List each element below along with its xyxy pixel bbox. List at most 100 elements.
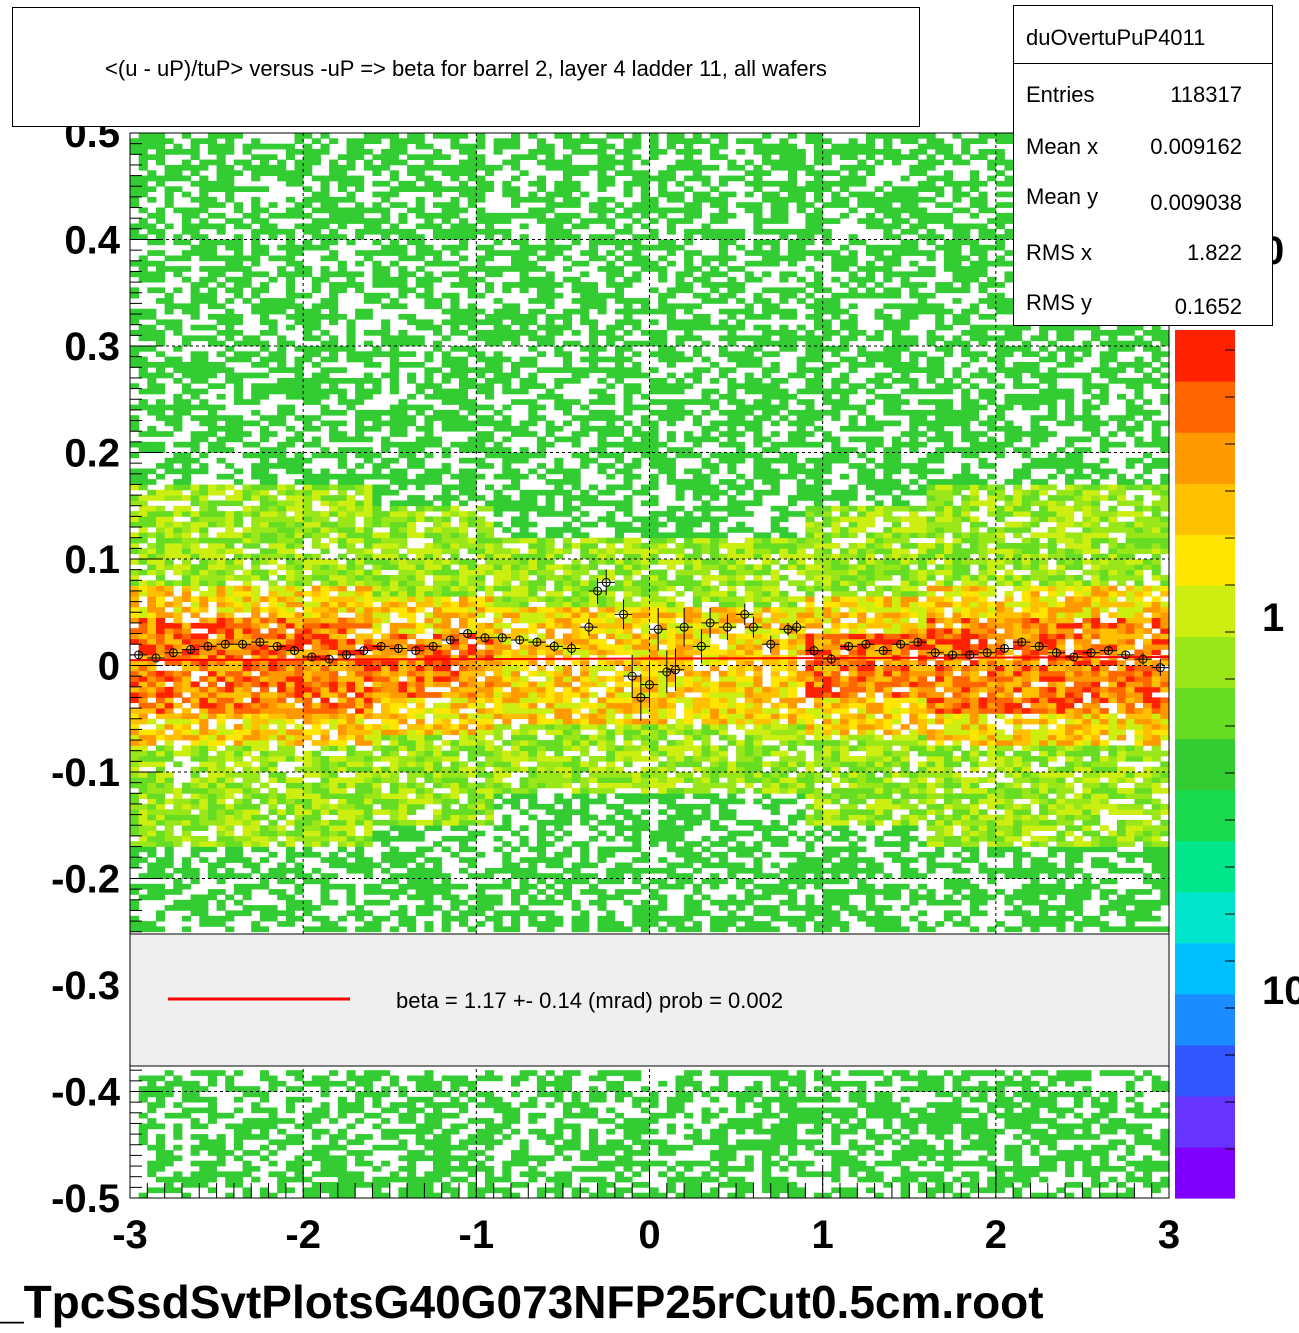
heat-cell [554,1187,564,1194]
heat-cell [692,841,702,847]
heat-cell [294,873,304,879]
heat-cell [770,734,780,741]
heat-cell [355,846,365,853]
heat-cell [831,724,841,730]
heat-cell [415,729,425,736]
heat-cell [640,1123,650,1130]
heat-cell [770,1128,780,1135]
heat-cell [770,1080,780,1087]
heat-cell [614,1096,624,1103]
heat-cell [814,921,824,927]
heat-cell [727,873,737,879]
heat-cell [831,1086,841,1092]
heat-cell [164,830,174,837]
heat-cell [796,878,806,885]
heat-cell [779,1166,789,1172]
heat-cell [710,1150,720,1156]
heat-cell [874,745,884,752]
heat-cell [268,729,278,736]
heat-cell [727,899,737,906]
heat-cell [320,830,330,837]
heat-cell [285,1070,295,1076]
heat-cell [883,883,893,890]
heat-cell [1004,867,1014,874]
heat-cell [614,718,624,725]
heat-cell [441,766,451,773]
heat-cell [1151,713,1161,720]
heat-cell [493,766,503,773]
heat-cell [943,910,953,917]
heat-cell [277,745,287,752]
heat-cell [562,867,572,874]
heat-cell [1030,889,1040,895]
heat-cell [770,782,780,789]
heat-cell [1117,793,1127,799]
heat-cell [623,1118,633,1124]
heat-cell [649,745,659,752]
heat-cell [1108,809,1118,815]
heat-cell [242,1187,252,1194]
heat-cell [216,878,226,885]
heat-cell [441,1128,451,1135]
heat-cell [441,793,451,799]
heat-cell [294,814,304,821]
heat-cell [424,1070,434,1076]
heat-cell [1073,910,1083,917]
heat-cell [1091,750,1101,757]
heat-cell [311,729,321,736]
heat-cell [770,803,780,810]
heat-cell [554,734,564,741]
heat-cell [346,1182,356,1188]
heat-cell [1021,809,1031,815]
heat-cell [130,830,140,837]
heat-cell [433,798,443,805]
heat-cell [588,1176,598,1183]
heat-cell [1030,883,1040,890]
heat-cell [251,793,261,799]
heat-cell [1108,878,1118,885]
heat-cell [1143,899,1153,906]
heat-cell [796,867,806,874]
heat-cell [1021,825,1031,831]
heat-cell [606,756,616,762]
heat-cell [554,782,564,789]
heat-cell [640,745,650,752]
heat-cell [935,1118,945,1124]
heat-cell [181,750,191,757]
heat-cell [199,899,209,906]
heat-cell [710,862,720,869]
heat-cell [199,846,209,853]
heat-cell [1047,1155,1057,1162]
heat-cell [1125,772,1135,778]
heat-cell [987,1182,997,1188]
heat-cell [1047,718,1057,725]
heat-cell [640,740,650,746]
heat-cell [831,1139,841,1146]
heat-cell [164,777,174,783]
heat-cell [883,750,893,757]
heat-cell [207,1102,217,1108]
heat-cell [216,766,226,773]
heat-cell [138,1096,148,1103]
heat-cell [450,899,460,906]
heat-cell [1125,921,1135,927]
heat-cell [840,1150,850,1156]
heat-cell [1143,766,1153,773]
heat-cell [138,718,148,725]
heat-cell [485,793,495,799]
heat-cell [190,825,200,831]
heat-cell [545,873,555,879]
heat-cell [943,1070,953,1076]
heat-cell [874,921,884,927]
heat-cell [398,873,408,879]
heat-cell [519,1155,529,1162]
heat-cell [623,1128,633,1135]
heat-cell [796,788,806,794]
heat-cell [1125,756,1135,762]
heat-cell [1030,894,1040,901]
heat-cell [164,1091,174,1098]
heat-cell [207,1171,217,1178]
heat-cell [987,1176,997,1183]
heat-cell [242,835,252,842]
heat-cell [1065,867,1075,874]
